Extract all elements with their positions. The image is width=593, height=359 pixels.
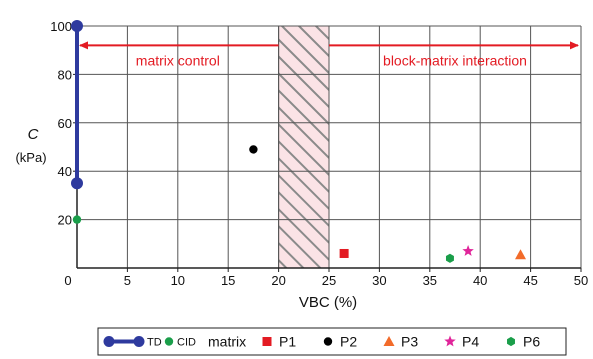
legend-item-p4: P4 — [444, 334, 479, 350]
x-tick-label: 35 — [423, 273, 437, 288]
legend-label: P3 — [401, 334, 418, 350]
legend-item-p1: P1 — [262, 334, 296, 350]
legend-label-part: matrix — [208, 334, 246, 350]
shaded-band — [278, 25, 330, 269]
legend: TD CID matrix P1 P2 P3 P4 P6 — [97, 327, 567, 356]
data-point-p6 — [445, 253, 454, 263]
legend-swatch-p4 — [444, 335, 456, 347]
y-tick-label: 40 — [58, 164, 72, 179]
x-tick-label: 30 — [372, 273, 386, 288]
legend-item-cid-matrix: CID matrix — [164, 334, 246, 350]
legend-swatch-p3 — [383, 336, 395, 346]
legend-swatch-p1 — [262, 337, 272, 346]
data-point-p2 — [249, 145, 258, 154]
data-point-p1 — [339, 248, 349, 258]
legend-item-p2: P2 — [323, 334, 357, 350]
y-axis-unit: (kPa) — [15, 150, 46, 165]
x-tick-label: 15 — [221, 273, 235, 288]
x-tick-label: 25 — [322, 273, 336, 288]
legend-item-p6: P6 — [507, 334, 540, 350]
legend-label: P6 — [523, 334, 540, 350]
legend-label: P2 — [340, 334, 357, 350]
y-tick-label: 20 — [58, 213, 72, 228]
legend-label: TD — [147, 337, 162, 349]
legend-label: P4 — [462, 334, 479, 350]
legend-swatch-p6 — [507, 336, 515, 347]
data-point-cid-matrix — [72, 215, 82, 224]
x-tick-label: 45 — [523, 273, 537, 288]
x-tick-label: 50 — [574, 273, 588, 288]
y-axis-title: C — [28, 126, 39, 143]
x-tick-label: 20 — [271, 273, 285, 288]
legend-item-td: TD — [103, 336, 162, 349]
annotation-label: block-matrix interaction — [383, 52, 527, 68]
annotation-label: matrix control — [136, 52, 220, 68]
data-point-p3 — [515, 249, 527, 260]
y-tick-label: 100 — [50, 19, 72, 34]
legend-item-p3: P3 — [383, 334, 418, 350]
legend-swatch-dot — [133, 336, 145, 347]
legend-swatch-cid-matrix — [164, 337, 174, 346]
x-tick-label: 40 — [473, 273, 487, 288]
y-tick-label: 60 — [58, 116, 72, 131]
data-point-td — [71, 177, 83, 190]
legend-label-part: CID — [177, 337, 196, 349]
x-tick-label: 10 — [171, 273, 185, 288]
y-tick-label: 80 — [58, 67, 72, 82]
legend-label: P1 — [279, 334, 296, 350]
x-axis-title: VBC (%) — [299, 294, 357, 311]
x-tick-label: 0 — [64, 273, 71, 288]
legend-swatch-dot — [103, 336, 115, 347]
legend-swatch-p2 — [323, 337, 333, 346]
x-tick-label: 5 — [124, 273, 131, 288]
data-point-p4 — [462, 245, 474, 256]
data-point-td — [71, 20, 83, 32]
